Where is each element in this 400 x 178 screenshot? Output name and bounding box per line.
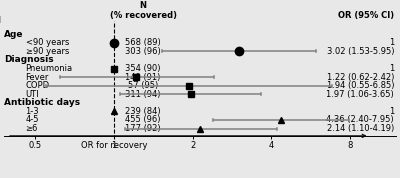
Text: 1.97 (1.06-3.65): 1.97 (1.06-3.65) (326, 90, 394, 99)
Text: Fever: Fever (26, 73, 49, 82)
Text: Age: Age (4, 30, 24, 39)
Text: 354 (90): 354 (90) (126, 64, 161, 73)
Text: Diagnosis: Diagnosis (4, 56, 54, 64)
Text: 4.36 (2.40-7.95): 4.36 (2.40-7.95) (326, 116, 394, 124)
Text: Pneumonia: Pneumonia (26, 64, 73, 73)
Text: 568 (89): 568 (89) (125, 38, 161, 47)
Text: COPD: COPD (26, 81, 50, 90)
Text: 4-5: 4-5 (26, 116, 39, 124)
Text: 239 (84): 239 (84) (125, 107, 161, 116)
Text: ≥90 years: ≥90 years (26, 47, 69, 56)
Text: 1-3: 1-3 (26, 107, 39, 116)
Text: 177 (92): 177 (92) (125, 124, 161, 133)
Text: UTI: UTI (26, 90, 39, 99)
Text: ≥6: ≥6 (26, 124, 38, 133)
Text: 149 (91): 149 (91) (126, 73, 161, 82)
Text: 311 (94): 311 (94) (126, 90, 161, 99)
Text: 2.14 (1.10-4.19): 2.14 (1.10-4.19) (327, 124, 394, 133)
Text: 3.02 (1.53-5.95): 3.02 (1.53-5.95) (326, 47, 394, 56)
Text: 57 (95): 57 (95) (128, 81, 158, 90)
Text: 455 (96): 455 (96) (126, 116, 161, 124)
Text: 1: 1 (389, 107, 394, 116)
Text: 303 (96): 303 (96) (125, 47, 161, 56)
Text: 1.94 (0.55-6.85): 1.94 (0.55-6.85) (326, 81, 394, 90)
Text: 1: 1 (389, 38, 394, 47)
Text: OR (95% CI): OR (95% CI) (338, 11, 394, 20)
Text: N
(% recovered): N (% recovered) (110, 1, 177, 20)
Text: OR for recovery: OR for recovery (81, 141, 147, 150)
Text: 1: 1 (389, 64, 394, 73)
Text: <90 years: <90 years (26, 38, 69, 47)
Text: 1.22 (0.62-2.42): 1.22 (0.62-2.42) (327, 73, 394, 82)
Text: Antibiotic days: Antibiotic days (4, 98, 80, 107)
